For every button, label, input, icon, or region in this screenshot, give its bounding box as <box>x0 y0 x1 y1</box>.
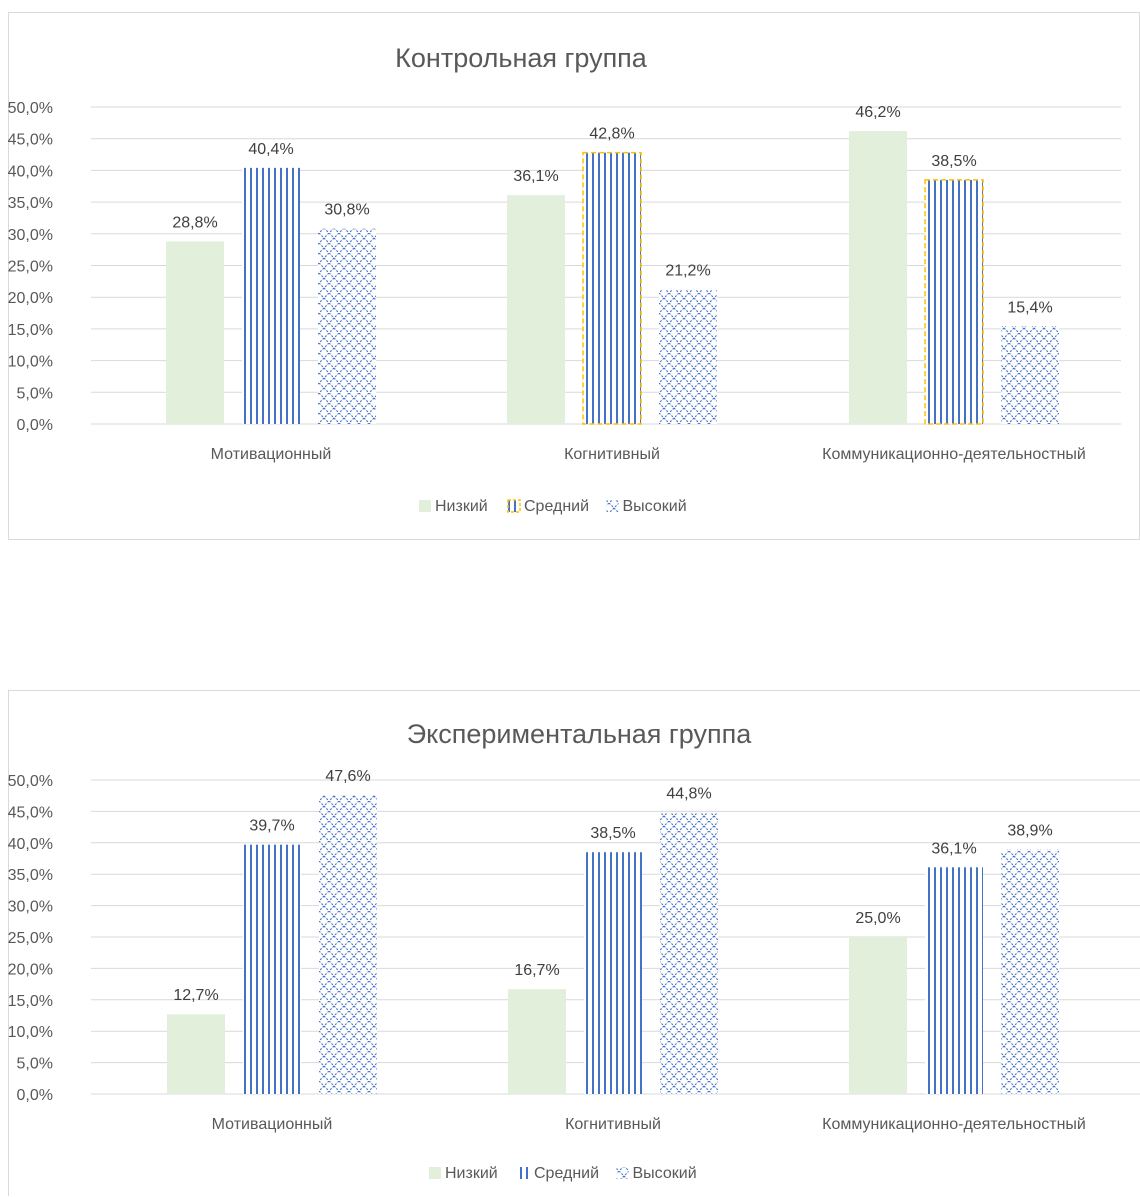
bar-low-0 <box>166 241 224 424</box>
category-label: Мотивационный <box>212 1116 333 1133</box>
y-tick-label: 25,0% <box>8 930 53 947</box>
legend-label-low: Низкий <box>435 498 488 515</box>
y-tick-label: 40,0% <box>8 163 53 180</box>
y-tick-label: 50,0% <box>8 773 53 790</box>
experimental-group-chart: Экспериментальная группа 0,0% 5,0% 10,0% 15… <box>8 690 1140 1196</box>
y-tick-label: 35,0% <box>8 867 53 884</box>
category-label: Когнитивный <box>564 446 660 463</box>
y-tick-label: 5,0% <box>17 385 53 402</box>
bar-high-0 <box>318 228 376 424</box>
data-label: 39,7% <box>249 818 294 835</box>
bar-mid-0 <box>242 167 300 424</box>
legend-swatch-low <box>419 500 431 512</box>
y-tick-label: 45,0% <box>8 132 53 149</box>
legend-label-mid: Средний <box>534 1165 599 1182</box>
legend-swatch-mid <box>518 1167 530 1179</box>
data-label: 46,2% <box>855 104 900 121</box>
data-label: 47,6% <box>325 768 370 785</box>
bar-low-2 <box>849 131 907 424</box>
y-tick-label: 5,0% <box>17 1056 53 1073</box>
y-tick-label: 40,0% <box>8 836 53 853</box>
bar-high-2 <box>1001 326 1059 424</box>
legend-swatch-mid <box>507 499 521 513</box>
bar-low-2 <box>849 937 907 1094</box>
bar-mid-2 <box>925 867 983 1094</box>
y-tick-label: 30,0% <box>8 227 53 244</box>
data-label: 36,1% <box>513 168 558 185</box>
data-label: 36,1% <box>931 840 976 857</box>
y-tick-label: 0,0% <box>17 1087 53 1104</box>
bar-mid-2 <box>924 179 984 425</box>
bar-high-1 <box>659 289 717 424</box>
legend-swatch-high <box>606 500 619 512</box>
data-label: 38,5% <box>931 153 976 170</box>
control-group-plot: Контрольная группа 0,0% 5,0% 10,0% 15,0% 20,… <box>8 43 1121 515</box>
data-label: 15,4% <box>1007 299 1052 316</box>
bar-mid-0 <box>243 844 301 1094</box>
y-tick-label: 10,0% <box>8 354 53 371</box>
y-tick-label: 15,0% <box>8 993 53 1010</box>
y-tick-label: 20,0% <box>8 290 53 307</box>
data-label: 38,9% <box>1007 823 1052 840</box>
y-tick-label: 0,0% <box>17 417 53 434</box>
category-label: Мотивационный <box>211 446 332 463</box>
y-tick-label: 35,0% <box>8 195 53 212</box>
bar-high-0 <box>319 795 377 1094</box>
data-label: 42,8% <box>589 126 634 143</box>
y-tick-label: 20,0% <box>8 961 53 978</box>
bar-mid-1 <box>582 151 642 425</box>
data-label: 16,7% <box>514 962 559 979</box>
data-label: 25,0% <box>855 910 900 927</box>
bar-high-1 <box>660 812 718 1094</box>
legend-label-high: Высокий <box>623 498 687 515</box>
category-label: Коммуникационно-деятельностный <box>822 446 1086 463</box>
legend-label-low: Низкий <box>445 1165 498 1182</box>
bar-low-0 <box>167 1014 225 1094</box>
data-label: 30,8% <box>324 202 369 219</box>
category-label: Коммуникационно-деятельностный <box>822 1116 1086 1133</box>
data-label: 38,5% <box>590 825 635 842</box>
bar-low-1 <box>508 989 566 1094</box>
data-label: 44,8% <box>666 786 711 803</box>
experimental-group-plot: Экспериментальная группа 0,0% 5,0% 10,0% 15… <box>8 719 1140 1182</box>
bar-high-2 <box>1001 849 1059 1094</box>
y-tick-label: 25,0% <box>8 259 53 276</box>
legend-label-mid: Средний <box>524 498 589 515</box>
data-label: 21,2% <box>665 263 710 280</box>
category-label: Когнитивный <box>565 1116 661 1133</box>
data-label: 28,8% <box>172 214 217 231</box>
chart-title: Контрольная группа <box>395 43 648 73</box>
bar-mid-1 <box>584 852 642 1094</box>
y-tick-label: 30,0% <box>8 899 53 916</box>
legend-swatch-low <box>429 1167 441 1179</box>
y-tick-label: 15,0% <box>8 322 53 339</box>
y-tick-label: 10,0% <box>8 1024 53 1041</box>
control-group-chart: Контрольная группа 0,0% 5,0% 10,0% 15,0% 20,… <box>8 12 1140 540</box>
bar-low-1 <box>507 195 565 424</box>
y-tick-label: 45,0% <box>8 804 53 821</box>
data-label: 40,4% <box>248 141 293 158</box>
y-tick-label: 50,0% <box>8 100 53 117</box>
data-label: 12,7% <box>173 987 218 1004</box>
chart-title: Экспериментальная группа <box>407 719 752 749</box>
legend-label-high: Высокий <box>633 1165 697 1182</box>
legend-swatch-high <box>616 1167 629 1179</box>
